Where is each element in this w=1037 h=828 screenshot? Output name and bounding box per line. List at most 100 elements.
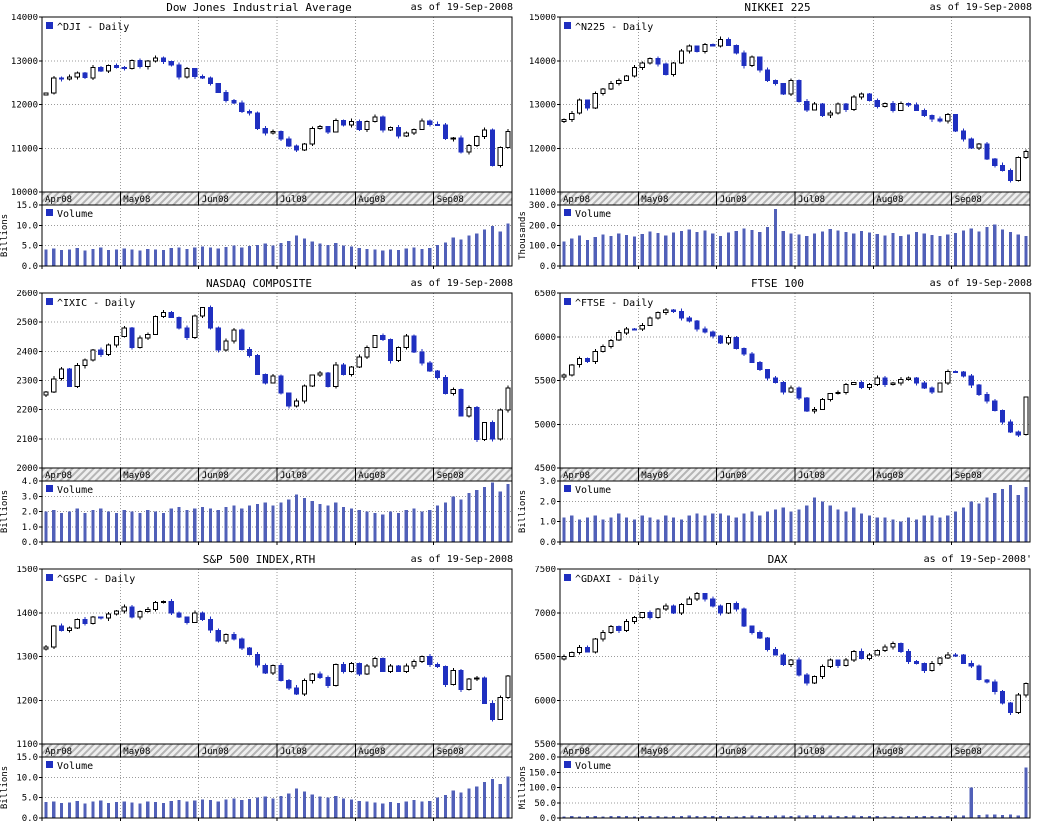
- svg-text:Jul08: Jul08: [798, 471, 825, 481]
- volume-series: [44, 776, 510, 818]
- candlestick-series: [561, 36, 1029, 183]
- gridlines: [560, 569, 1030, 818]
- svg-text:Aug08: Aug08: [876, 471, 903, 481]
- svg-text:300.0: 300.0: [529, 201, 556, 211]
- svg-text:Jun08: Jun08: [720, 747, 747, 757]
- svg-text:5000: 5000: [534, 420, 556, 430]
- gridlines: [42, 17, 512, 266]
- svg-text:May08: May08: [123, 195, 150, 205]
- svg-text:0.0: 0.0: [22, 814, 38, 824]
- svg-text:15.0: 15.0: [16, 201, 38, 211]
- svg-text:0.0: 0.0: [22, 538, 38, 548]
- svg-text:2100: 2100: [16, 435, 38, 445]
- volume-legend: Volume: [46, 761, 93, 772]
- gridlines: [42, 293, 512, 542]
- svg-text:2.0: 2.0: [540, 497, 556, 507]
- svg-text:Sep08: Sep08: [437, 471, 464, 481]
- svg-text:4.0: 4.0: [22, 477, 38, 487]
- candlestick-series: [561, 308, 1029, 437]
- price-volume-chart: 4500 5000 5500 6000 6500 0.0 1.0 2.0 3.0 Apr08 May…: [518, 290, 1031, 548]
- price-volume-chart: 2000 2100 2200 2300 2400 2500 2600 0.0 1.0 2.0 3.0…: [0, 290, 513, 548]
- as-of-label: as of 19-Sep-2008': [923, 554, 1032, 565]
- chart-panel-n225: NIKKEI 225 as of 19-Sep-2008 11000 12000 1…: [518, 0, 1037, 276]
- svg-text:May08: May08: [123, 747, 150, 757]
- candlestick-series: [43, 305, 511, 443]
- svg-text:2600: 2600: [16, 290, 38, 299]
- svg-text:Jun08: Jun08: [202, 747, 229, 757]
- svg-text:Jun08: Jun08: [720, 471, 747, 481]
- svg-text:0.0: 0.0: [540, 538, 556, 548]
- svg-text:6000: 6000: [534, 333, 556, 343]
- svg-text:5500: 5500: [534, 377, 556, 387]
- x-axis-month-labels: Apr08 May08 Jun08 Jul08 Aug08 Sep08: [559, 192, 982, 269]
- price-axis-labels: 1100 1200 1300 1400 1500: [16, 566, 42, 750]
- chart-header: S&P 500 INDEX,RTH as of 19-Sep-2008: [0, 552, 518, 566]
- volume-legend: Volume: [46, 485, 93, 496]
- chart-panel-gspc: S&P 500 INDEX,RTH as of 19-Sep-2008 1100…: [0, 552, 518, 828]
- svg-text:Sep08: Sep08: [437, 195, 464, 205]
- svg-text:6500: 6500: [534, 290, 556, 299]
- price-legend: ^IXIC - Daily: [46, 298, 135, 309]
- svg-text:12000: 12000: [529, 144, 556, 154]
- price-legend: ^FTSE - Daily: [564, 298, 653, 309]
- svg-text:Aug08: Aug08: [876, 747, 903, 757]
- svg-text:Apr08: Apr08: [45, 471, 72, 481]
- svg-text:15000: 15000: [529, 14, 556, 23]
- volume-series: [562, 485, 1028, 542]
- svg-text:^N225 - Daily: ^N225 - Daily: [575, 22, 653, 33]
- svg-text:7500: 7500: [534, 566, 556, 575]
- legend-swatch-icon: [564, 209, 571, 216]
- svg-text:13000: 13000: [529, 101, 556, 111]
- svg-text:14000: 14000: [11, 14, 38, 23]
- volume-unit-label: Billions: [0, 214, 10, 257]
- svg-text:May08: May08: [641, 747, 668, 757]
- volume-axis-labels: 0.0 5.0 10.0 15.0: [16, 753, 42, 824]
- price-volume-chart: 5500 6000 6500 7000 7500 0.0 50.0 100.0 150.0 200…: [518, 566, 1031, 824]
- svg-text:15.0: 15.0: [16, 753, 38, 763]
- volume-axis-labels: 0.0 1.0 2.0 3.0 4.0: [22, 477, 42, 548]
- chart-header: FTSE 100 as of 19-Sep-2008: [518, 276, 1037, 290]
- svg-text:May08: May08: [641, 195, 668, 205]
- svg-text:1400: 1400: [16, 609, 38, 619]
- price-axis-labels: 10000 11000 12000 13000 14000: [11, 14, 42, 198]
- price-legend: ^GSPC - Daily: [46, 574, 135, 585]
- svg-text:Aug08: Aug08: [876, 195, 903, 205]
- volume-axis-labels: 0.0 100.0 200.0 300.0: [529, 201, 560, 272]
- as-of-label: as of 19-Sep-2008: [929, 278, 1032, 289]
- x-axis-month-labels: Apr08 May08 Jun08 Jul08 Aug08 Sep08: [559, 744, 982, 821]
- x-axis-month-labels: Apr08 May08 Jun08 Jul08 Aug08 Sep08: [559, 468, 982, 545]
- chart-title: FTSE 100: [751, 277, 804, 290]
- price-axis-labels: 2000 2100 2200 2300 2400 2500 2600: [16, 290, 42, 474]
- volume-axis-labels: 0.0 1.0 2.0 3.0: [540, 477, 560, 548]
- as-of-label: as of 19-Sep-2008: [410, 2, 513, 13]
- svg-text:Jul08: Jul08: [280, 195, 307, 205]
- volume-legend: Volume: [564, 209, 611, 220]
- svg-text:^DJI - Daily: ^DJI - Daily: [57, 22, 129, 33]
- svg-text:10.0: 10.0: [16, 773, 38, 783]
- candlestick-series: [43, 55, 511, 168]
- svg-text:^FTSE - Daily: ^FTSE - Daily: [575, 298, 653, 309]
- svg-text:3.0: 3.0: [540, 477, 556, 487]
- gridlines: [42, 569, 512, 818]
- volume-series: [562, 209, 1028, 266]
- svg-text:150.0: 150.0: [529, 768, 556, 778]
- x-axis-month-labels: Apr08 May08 Jun08 Jul08 Aug08 Sep08: [41, 192, 464, 269]
- price-axis-labels: 4500 5000 5500 6000 6500: [534, 290, 560, 474]
- svg-text:Jul08: Jul08: [280, 471, 307, 481]
- volume-unit-label: Billions: [518, 490, 528, 533]
- legend-swatch-icon: [46, 485, 53, 492]
- price-legend: ^GDAXI - Daily: [564, 574, 659, 585]
- svg-text:2000: 2000: [16, 464, 38, 474]
- svg-text:^GSPC - Daily: ^GSPC - Daily: [57, 574, 135, 585]
- svg-text:^GDAXI - Daily: ^GDAXI - Daily: [575, 574, 659, 585]
- chart-header: Dow Jones Industrial Average as of 19-Se…: [0, 0, 518, 14]
- price-volume-chart: 11000 12000 13000 14000 15000 0.0 100.0 200.0 30…: [518, 14, 1031, 272]
- chart-title: DAX: [767, 553, 788, 566]
- chart-title: NIKKEI 225: [744, 1, 811, 14]
- svg-text:Volume: Volume: [575, 485, 611, 496]
- svg-text:5.0: 5.0: [22, 242, 38, 252]
- volume-axis-labels: 0.0 50.0 100.0 150.0 200.0: [529, 753, 560, 824]
- gridlines: [560, 293, 1030, 542]
- chart-panel-dji: Dow Jones Industrial Average as of 19-Se…: [0, 0, 518, 276]
- volume-series: [562, 767, 1028, 818]
